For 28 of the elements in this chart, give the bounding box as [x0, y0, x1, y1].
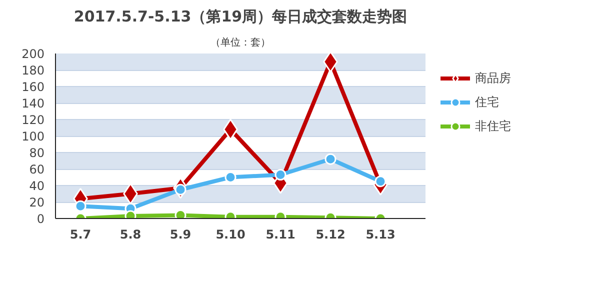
- point: [74, 200, 86, 212]
- y-tick-label: 20: [29, 196, 45, 210]
- x-tick-label: 5.13: [366, 228, 396, 242]
- chart-subtitle: （单位：套）: [210, 36, 270, 48]
- y-tick-label: 120: [22, 113, 44, 127]
- point: [274, 169, 286, 181]
- y-tick-label: 160: [22, 80, 44, 94]
- point: [224, 172, 236, 183]
- y-tick-label: 60: [29, 162, 45, 176]
- x-tick-label: 5.12: [316, 228, 346, 242]
- legend-label: 非住宅: [475, 118, 511, 135]
- legend-label: 住宅: [475, 94, 499, 111]
- point: [323, 54, 338, 72]
- y-tick-label: 40: [29, 179, 45, 193]
- y-tick-label: 100: [22, 130, 44, 144]
- y-tick-label: 0: [36, 212, 45, 226]
- x-tick-label: 5.8: [120, 228, 142, 242]
- y-tick-label: 200: [22, 47, 44, 61]
- point: [324, 153, 336, 165]
- x-tick-label: 5.11: [266, 228, 296, 242]
- y-tick-label: 80: [29, 146, 45, 160]
- legend-label: 商品房: [475, 70, 511, 87]
- y-tick-label: 140: [22, 96, 44, 110]
- x-tick-label: 5.9: [170, 228, 192, 242]
- chart-title: 2017.5.7-5.13（第19周）每日成交套数走势图: [74, 8, 408, 26]
- x-tick-label: 5.7: [70, 228, 92, 242]
- y-tick-label: 180: [22, 64, 44, 78]
- x-tick-label: 5.10: [216, 228, 246, 242]
